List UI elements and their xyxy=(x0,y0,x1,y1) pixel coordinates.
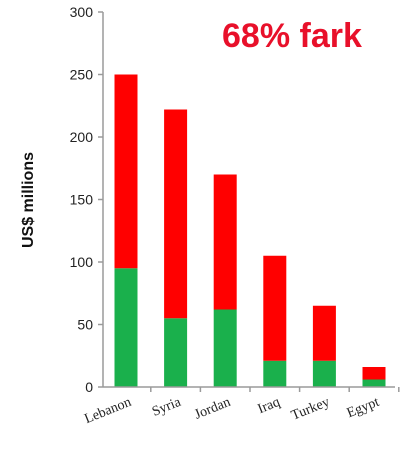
bar-segment-jordan-1 xyxy=(213,174,237,310)
x-category-label: Jordan xyxy=(192,395,232,423)
bar-segment-syria-1 xyxy=(164,109,188,319)
x-category-label: Turkey xyxy=(289,395,332,424)
y-tick-label: 300 xyxy=(70,4,94,20)
bar-segment-jordan-0 xyxy=(213,309,237,387)
y-tick-label: 50 xyxy=(77,317,93,333)
bar-segment-egypt-1 xyxy=(362,367,386,380)
x-category-label: Syria xyxy=(150,395,184,420)
y-tick-label: 200 xyxy=(70,129,94,145)
y-axis-label: US$ millions xyxy=(20,152,37,248)
annotation-text: 68% fark xyxy=(222,17,362,55)
bar-segment-syria-0 xyxy=(164,318,188,387)
y-ticks: 0 50 100 150 200 250 300 xyxy=(70,4,103,395)
bar-segment-turkey-1 xyxy=(312,305,336,361)
y-tick-label: 100 xyxy=(70,254,94,270)
x-category-label: Lebanon xyxy=(82,395,133,427)
bar-segment-turkey-0 xyxy=(312,360,336,387)
y-tick-label: 0 xyxy=(85,379,93,395)
bars-layer xyxy=(114,74,386,387)
x-category-label: Iraq xyxy=(256,395,283,417)
y-tick-label: 250 xyxy=(70,67,94,83)
bar-segment-egypt-0 xyxy=(362,379,386,387)
y-tick-label: 150 xyxy=(70,192,94,208)
x-category-label: Egypt xyxy=(345,395,382,421)
bar-segment-lebanon-0 xyxy=(114,268,138,387)
bar-segment-iraq-0 xyxy=(263,360,287,387)
bar-segment-lebanon-1 xyxy=(114,74,138,269)
x-category-labels: Lebanon Syria Jordan Iraq Turkey Egypt xyxy=(82,387,400,427)
bar-segment-iraq-1 xyxy=(263,255,287,361)
